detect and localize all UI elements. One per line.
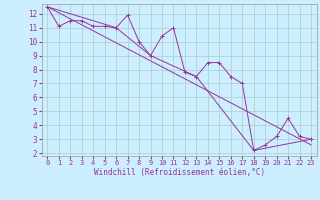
X-axis label: Windchill (Refroidissement éolien,°C): Windchill (Refroidissement éolien,°C) bbox=[94, 168, 265, 177]
